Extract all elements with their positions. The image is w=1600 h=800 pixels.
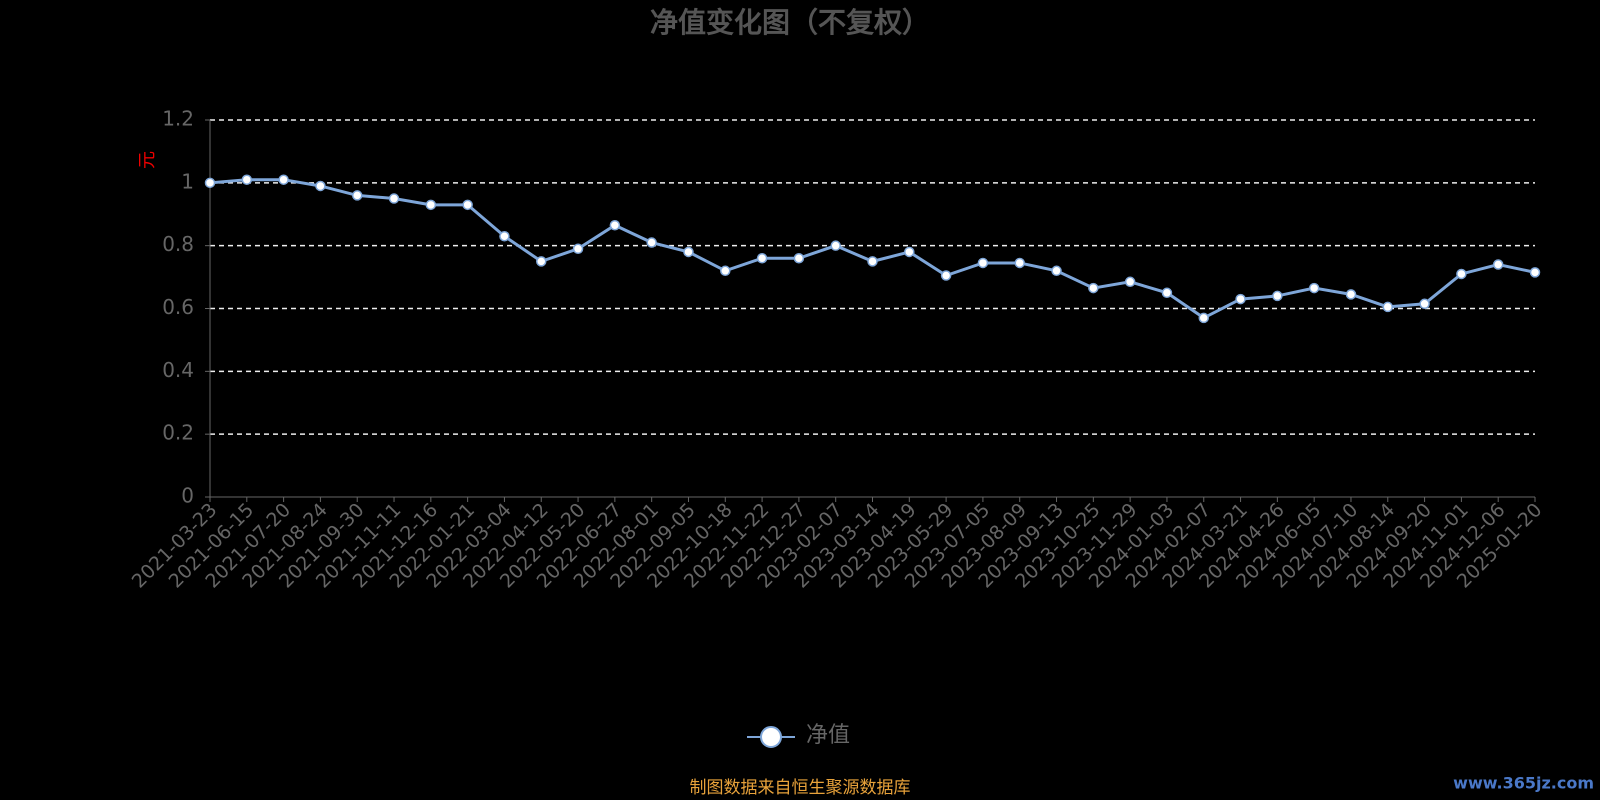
point [1529,267,1541,278]
chart-title: 净值变化图（不复权） [650,6,930,39]
legend-label[interactable]: 净值 [806,723,850,748]
point [351,190,363,201]
point [1014,257,1025,269]
point [1272,290,1283,302]
y-tick-label: 1 [181,169,194,193]
point [977,257,989,269]
point [572,243,584,255]
point [904,246,915,258]
point [646,237,657,248]
point [1308,282,1320,294]
point [536,256,547,267]
point [462,199,473,211]
point [1382,301,1394,313]
point [499,230,510,242]
y-tick-label: 0.4 [162,358,194,382]
point [609,219,621,231]
footer: 制图数据来自恒生聚源数据库 [690,778,911,798]
point [940,270,952,281]
point [1198,312,1209,324]
point [867,256,878,267]
series-line [209,178,1536,320]
y-tick-label: 0 [181,484,194,508]
y-tick-label: 0.8 [162,232,194,256]
point [315,180,326,192]
point [1161,287,1173,299]
point [388,193,400,204]
point [683,246,694,258]
y-tick-label: 0.2 [162,421,194,445]
point [1419,298,1430,310]
point [1345,289,1357,300]
point [1088,282,1099,294]
y-tick-label: 0.6 [162,295,194,319]
point [1492,259,1504,270]
legend-marker [760,726,782,748]
y-axis-label: 元 [137,151,158,169]
point [241,174,253,185]
point [720,265,731,277]
point [1235,293,1246,305]
point [756,252,768,264]
point [1051,265,1062,277]
point [830,240,841,251]
point [793,252,805,264]
y-tick-label: 1.2 [162,107,194,131]
point [1456,268,1467,280]
point [204,177,216,189]
point [1124,276,1136,288]
watermark: www.365jz.com [1453,774,1594,793]
point [278,174,289,185]
point [425,199,437,211]
